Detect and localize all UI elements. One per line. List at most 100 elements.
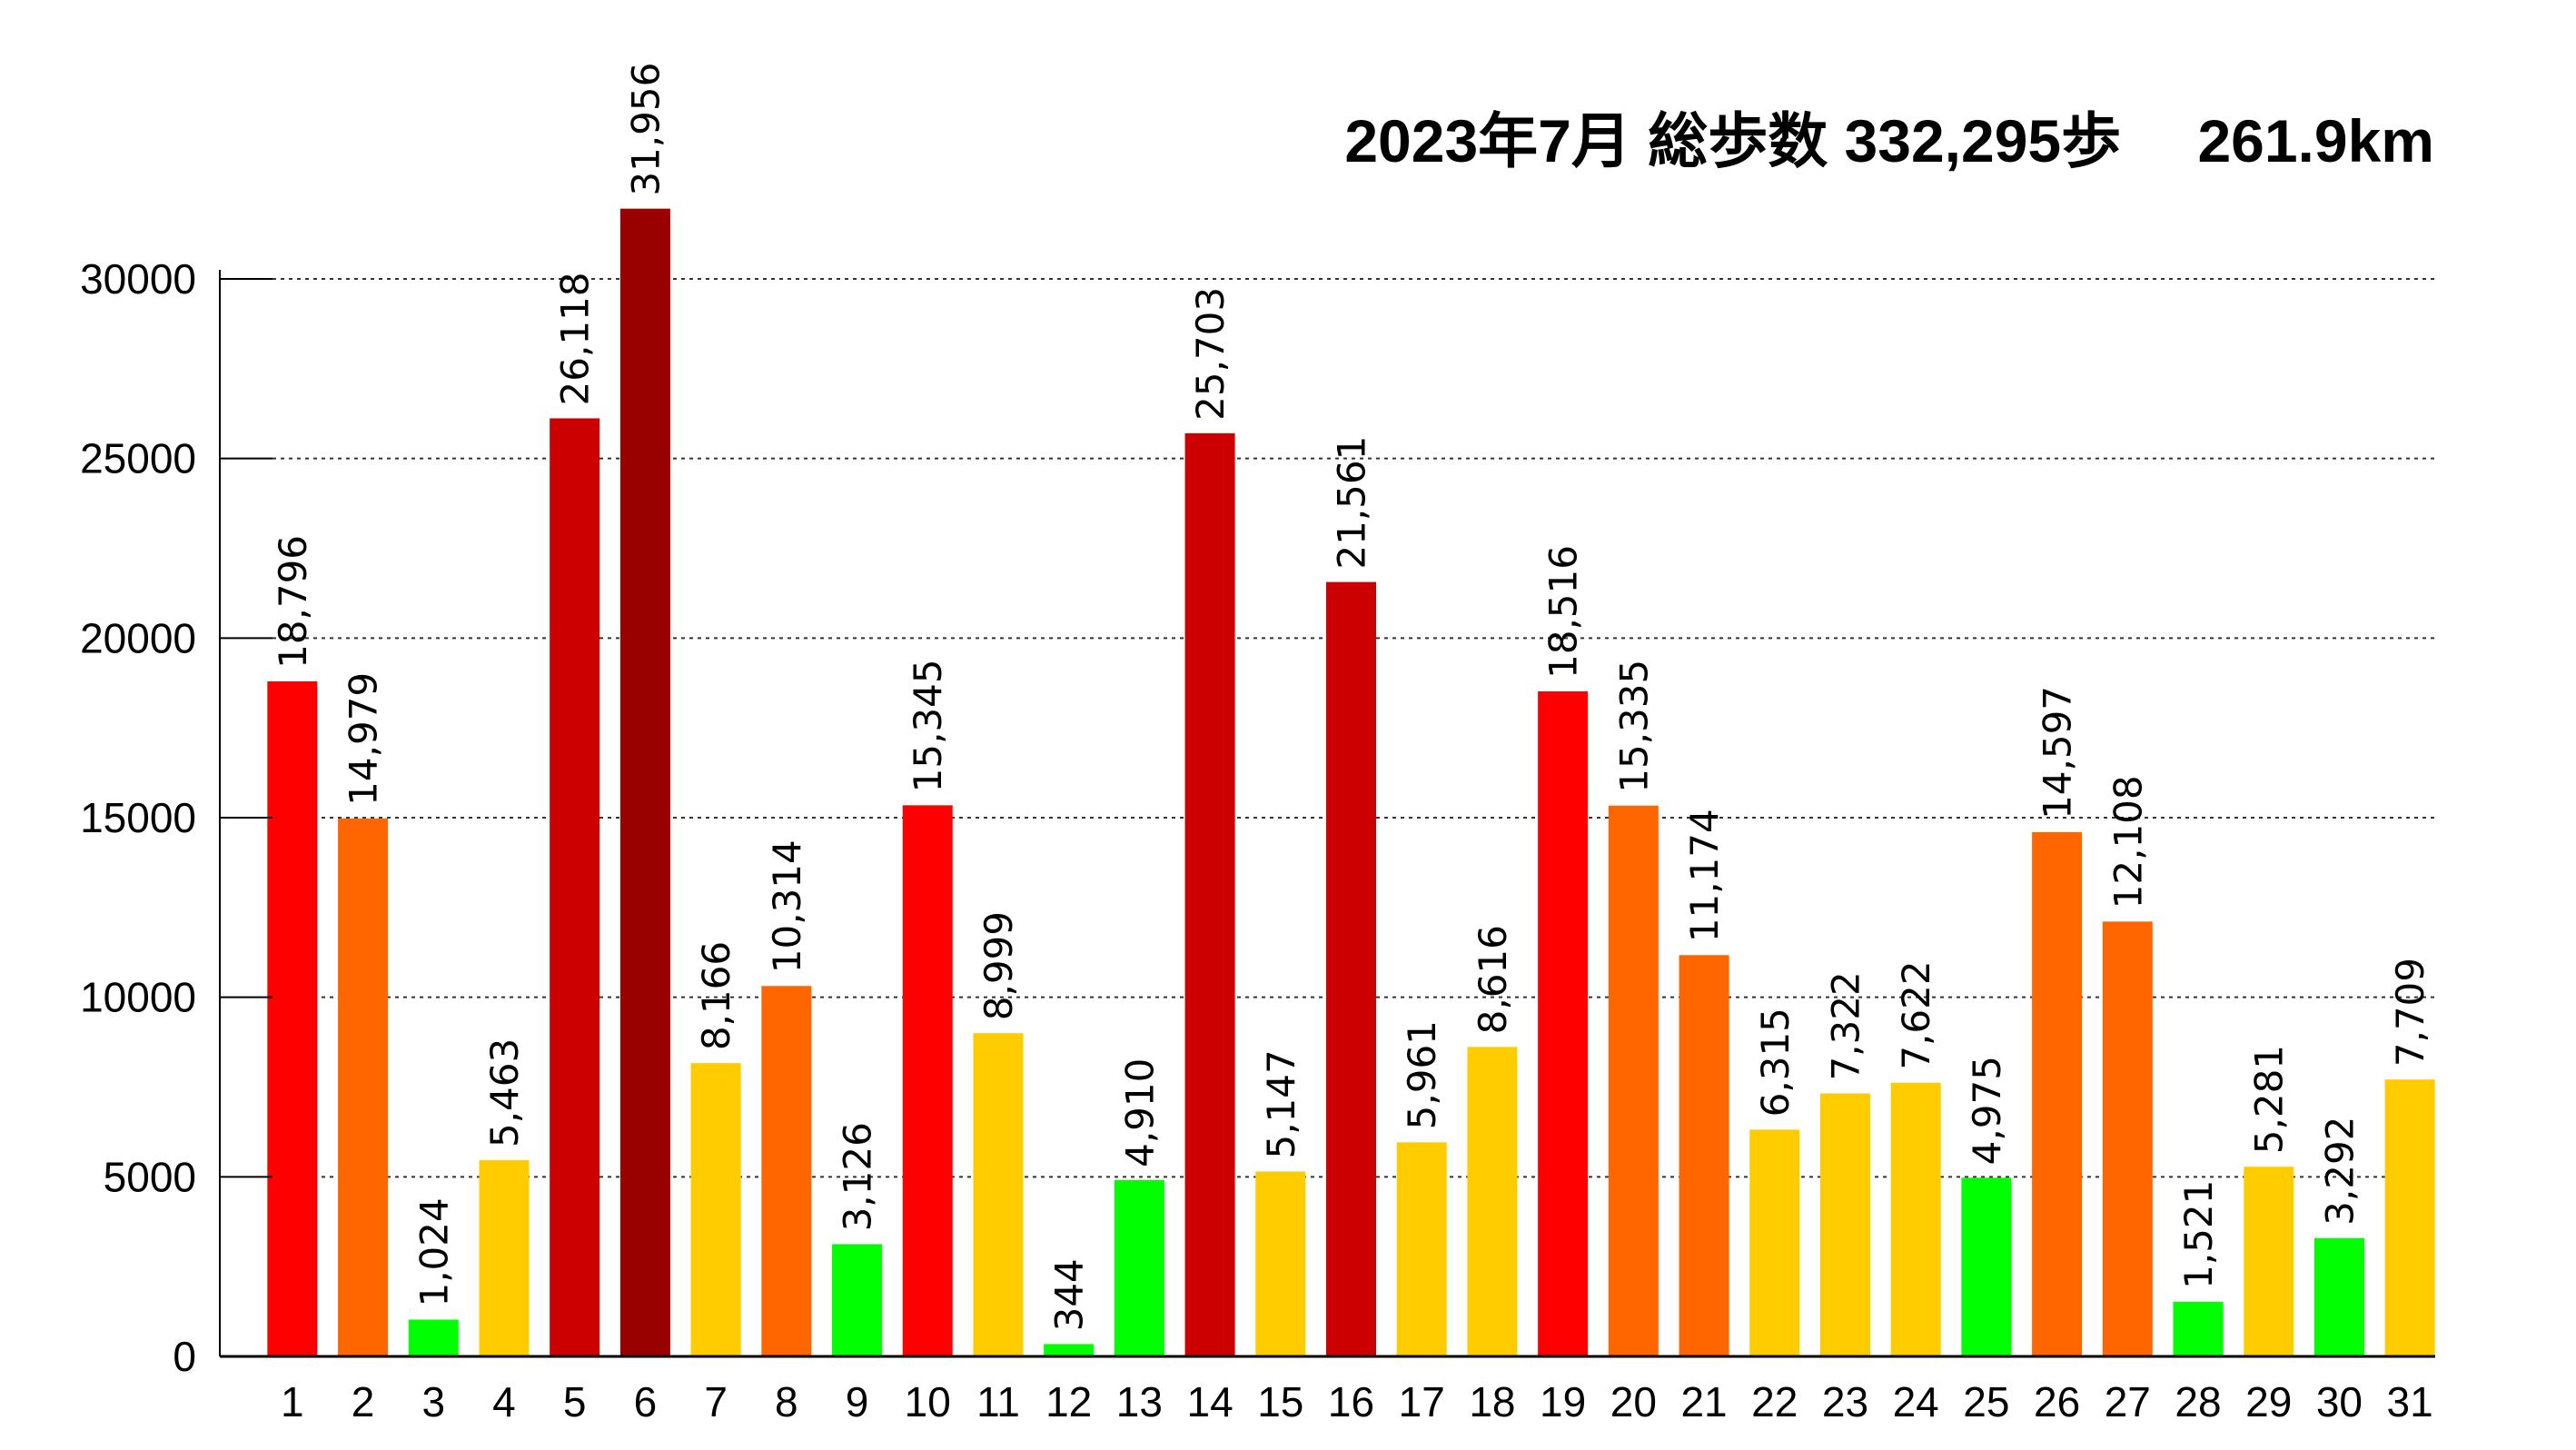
x-tick-label: 5 — [563, 1378, 587, 1425]
value-label: 5,961 — [1400, 1020, 1444, 1129]
x-tick-label: 16 — [1328, 1378, 1374, 1425]
bar — [267, 680, 318, 1356]
value-label: 6,315 — [1753, 1008, 1798, 1117]
bar — [1044, 1344, 1095, 1356]
bar — [1679, 955, 1729, 1356]
x-tick-label: 8 — [775, 1378, 798, 1425]
labels: 05000100001500020000250003000018,796114,… — [80, 63, 2433, 1425]
bar — [2102, 921, 2153, 1356]
value-label: 8,616 — [1471, 925, 1515, 1034]
bar — [619, 208, 670, 1356]
value-label: 5,147 — [1259, 1049, 1303, 1158]
bar — [550, 418, 600, 1357]
bar — [1184, 432, 1235, 1356]
x-tick-label: 14 — [1186, 1378, 1233, 1425]
bar — [1890, 1082, 1941, 1356]
y-tick-label: 20000 — [80, 614, 196, 661]
value-label: 14,597 — [2036, 686, 2080, 819]
bar — [2244, 1167, 2294, 1356]
bar — [2313, 1237, 2364, 1356]
value-label: 18,796 — [271, 535, 315, 669]
bar — [1608, 805, 1659, 1356]
x-tick-label: 1 — [281, 1378, 304, 1425]
bar — [1819, 1093, 1870, 1356]
bars — [267, 208, 2435, 1357]
bar — [690, 1063, 741, 1356]
y-tick-label: 30000 — [80, 255, 196, 303]
value-label: 25,703 — [1188, 287, 1233, 421]
chart-title: 2023年7月 総歩数 332,295歩 261.9km — [1344, 107, 2434, 174]
bar — [1467, 1047, 1518, 1356]
value-label: 31,956 — [623, 63, 668, 196]
bar — [2384, 1079, 2435, 1356]
value-label: 8,166 — [694, 941, 738, 1050]
y-tick-label: 5000 — [104, 1153, 196, 1200]
bar — [1114, 1179, 1164, 1356]
y-tick-label: 0 — [173, 1333, 196, 1380]
bar — [902, 805, 953, 1356]
y-tick-label: 15000 — [80, 794, 196, 841]
value-label: 3,126 — [836, 1122, 880, 1231]
bar — [338, 818, 389, 1356]
bar — [1749, 1129, 1800, 1356]
y-tick-label: 25000 — [80, 435, 196, 482]
axes — [219, 270, 2435, 1358]
x-tick-label: 13 — [1116, 1378, 1163, 1425]
value-label: 15,335 — [1611, 660, 1656, 793]
x-tick-label: 31 — [2387, 1378, 2433, 1425]
x-tick-label: 2 — [352, 1378, 375, 1425]
value-label: 344 — [1047, 1258, 1092, 1331]
value-label: 5,281 — [2247, 1045, 2292, 1154]
x-tick-label: 4 — [492, 1378, 516, 1425]
x-tick-label: 19 — [1540, 1378, 1586, 1425]
bar — [408, 1319, 459, 1356]
x-tick-label: 3 — [421, 1378, 445, 1425]
x-tick-label: 17 — [1399, 1378, 1445, 1425]
x-tick-label: 22 — [1751, 1378, 1798, 1425]
bar — [1396, 1142, 1447, 1356]
value-label: 18,516 — [1541, 545, 1586, 679]
bar — [479, 1160, 530, 1356]
x-tick-label: 25 — [1963, 1378, 2009, 1425]
value-label: 7,622 — [1894, 960, 1938, 1069]
bar — [1961, 1177, 2012, 1356]
x-tick-label: 26 — [2034, 1378, 2080, 1425]
value-label: 8,999 — [976, 911, 1021, 1020]
bar — [1538, 691, 1589, 1356]
value-label: 5,463 — [482, 1038, 527, 1147]
value-label: 7,709 — [2388, 958, 2432, 1067]
value-label: 14,979 — [342, 672, 386, 806]
x-tick-label: 21 — [1680, 1378, 1727, 1425]
value-label: 1,521 — [2176, 1180, 2221, 1289]
x-tick-label: 10 — [905, 1378, 951, 1425]
bar — [2032, 831, 2083, 1356]
bar — [973, 1033, 1024, 1356]
x-tick-label: 11 — [976, 1378, 1020, 1425]
bar — [1326, 581, 1376, 1356]
bar — [832, 1244, 883, 1356]
x-tick-label: 30 — [2316, 1378, 2363, 1425]
x-tick-label: 9 — [846, 1378, 869, 1425]
value-label: 10,314 — [765, 839, 809, 973]
bar — [1255, 1171, 1306, 1356]
value-label: 3,292 — [2317, 1117, 2362, 1226]
value-label: 4,910 — [1117, 1058, 1162, 1167]
value-label: 7,322 — [1823, 971, 1868, 1080]
value-label: 4,975 — [1965, 1056, 2009, 1165]
x-tick-label: 7 — [704, 1378, 728, 1425]
x-tick-label: 18 — [1469, 1378, 1515, 1425]
x-tick-label: 6 — [634, 1378, 658, 1425]
x-tick-label: 27 — [2105, 1378, 2151, 1425]
x-tick-label: 24 — [1893, 1378, 1939, 1425]
bar — [761, 986, 812, 1356]
value-label: 11,174 — [1682, 809, 1727, 942]
value-label: 12,108 — [2105, 775, 2150, 909]
x-tick-label: 29 — [2245, 1378, 2292, 1425]
value-label: 26,118 — [553, 272, 598, 405]
x-tick-label: 23 — [1822, 1378, 1868, 1425]
value-label: 21,561 — [1330, 436, 1374, 570]
bar — [2173, 1301, 2224, 1356]
x-tick-label: 15 — [1257, 1378, 1303, 1425]
value-label: 1,024 — [411, 1197, 456, 1306]
